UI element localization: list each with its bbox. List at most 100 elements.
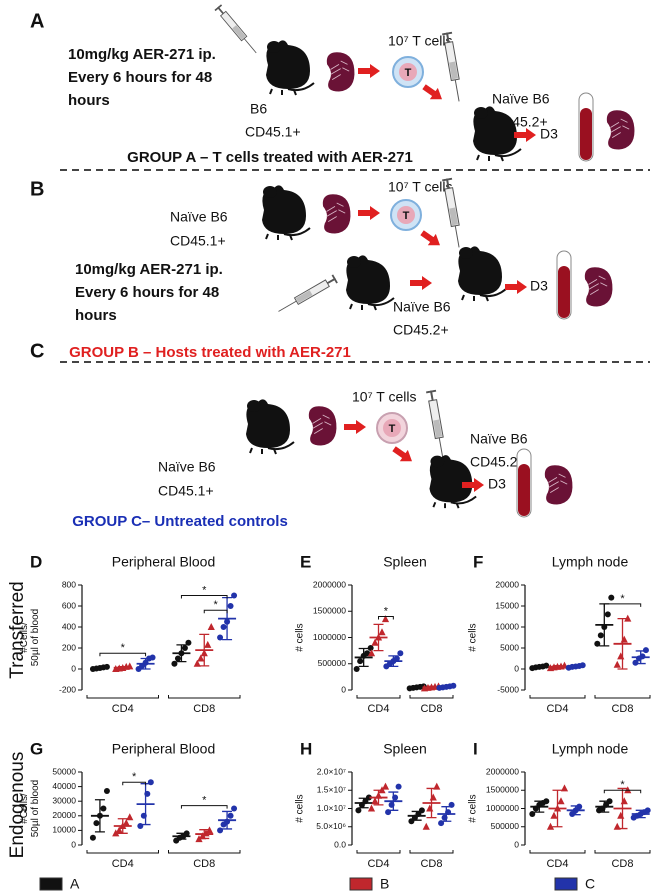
arrow-icon: [419, 80, 447, 106]
x-tick-label: CD8: [611, 703, 633, 715]
data-point: [393, 655, 400, 662]
y-tick-label: 20000: [52, 810, 76, 820]
day-label: D3: [530, 278, 548, 294]
data-point: [93, 820, 100, 827]
t-cell-nucleus: [383, 419, 401, 437]
data-point: [395, 783, 402, 790]
data-point: [181, 645, 188, 651]
mouse-icon: [264, 39, 316, 97]
x-tick-label: CD4: [367, 858, 389, 870]
y-tick-label: 500000: [491, 821, 520, 831]
arrow-icon: [358, 206, 380, 220]
data-point: [227, 603, 234, 609]
dose-text: 10mg/kg AER-271 ip.: [75, 261, 223, 278]
category-bracket: [409, 695, 454, 699]
data-point: [364, 650, 371, 657]
charts: D Peripheral Blood #Cells/50µl of blood -20…: [19, 552, 651, 870]
y-tick-label: 15000: [495, 600, 519, 610]
arrow-icon: [514, 128, 536, 142]
chart-panel: D Peripheral Blood #Cells/50µl of blood -20…: [19, 552, 241, 715]
x-tick-label: CD4: [546, 858, 568, 870]
x-tick-label: CD4: [546, 703, 568, 715]
y-tick-label: 0: [71, 839, 76, 849]
y-tick-label: 600: [62, 600, 76, 610]
section-b: B Naïve B6 CD45.1+ 10⁷ T cells T 10mg/kg…: [30, 177, 650, 363]
legend-swatch: [39, 877, 63, 891]
y-tick-label: 1500000: [486, 785, 519, 795]
data-point: [576, 803, 583, 810]
data-point: [397, 650, 404, 657]
cells-label: 10⁷ T cells: [388, 179, 452, 195]
spleen-icon: [606, 109, 635, 150]
y-axis-label: # cells: [295, 623, 306, 651]
data-point: [185, 639, 192, 646]
category-bracket: [529, 850, 586, 854]
t-cell-nucleus: [397, 206, 415, 224]
data-point: [149, 654, 156, 661]
host-label: Naïve B6: [492, 91, 550, 107]
t-cell-label: T: [405, 67, 412, 79]
significance-label: *: [620, 593, 625, 605]
x-tick-label: CD4: [112, 858, 134, 870]
data-point: [365, 794, 372, 801]
t-cell-label: T: [403, 210, 410, 222]
syringe-icon: [213, 3, 261, 57]
legend-swatch: [349, 877, 373, 891]
significance-label: *: [132, 771, 137, 783]
donor-label: Naïve B6: [170, 209, 228, 225]
y-tick-label: 1000000: [313, 632, 346, 642]
legend-label: C: [585, 876, 595, 892]
significance-label: *: [121, 642, 126, 654]
day-label: D3: [540, 126, 558, 142]
chart-title: Peripheral Blood: [112, 741, 216, 757]
mouse-icon: [344, 254, 396, 312]
host-label: CD45.2+: [393, 322, 449, 338]
data-point: [422, 822, 430, 830]
legend-label: A: [70, 876, 80, 892]
significance-bracket: [99, 652, 147, 657]
y-tick-label: 40000: [52, 781, 76, 791]
host-label: Naïve B6: [470, 431, 528, 447]
y-tick-label: -200: [59, 684, 76, 694]
category-bracket: [594, 695, 651, 699]
significance-bracket: [378, 616, 394, 620]
group-title: GROUP B – Hosts treated with AER-271: [69, 344, 351, 361]
data-point: [594, 640, 601, 647]
mouse-icon: [456, 245, 508, 302]
data-point: [624, 614, 632, 622]
data-point: [183, 830, 190, 837]
data-point: [115, 826, 123, 834]
y-tick-label: 800: [62, 579, 76, 589]
chart-panel: E Spleen # cells 0 500000 1000000 1500000 20000…: [295, 552, 457, 715]
chart-title: Spleen: [383, 554, 427, 570]
data-point: [207, 623, 215, 630]
category-bracket: [529, 695, 586, 699]
row-label: Transferred: [7, 581, 28, 679]
y-axis-label: 50µl of blood: [30, 780, 41, 837]
x-tick-label: CD8: [420, 858, 442, 870]
data-point: [608, 594, 615, 601]
data-point: [620, 797, 628, 805]
data-point: [217, 634, 224, 641]
data-point: [231, 592, 238, 599]
data-point: [642, 647, 649, 654]
data-point: [217, 827, 224, 834]
data-point: [604, 611, 611, 618]
spleen-icon: [584, 266, 613, 308]
blood-tube-icon: [578, 92, 594, 162]
x-tick-label: CD8: [193, 703, 215, 715]
data-point: [426, 804, 434, 812]
significance-label: *: [384, 605, 389, 617]
y-tick-label: 0: [514, 839, 519, 849]
x-tick-label: CD8: [420, 703, 442, 715]
data-point: [378, 628, 386, 636]
group-title: GROUP C– Untreated controls: [72, 513, 288, 530]
significance-bracket: [180, 805, 228, 809]
spleen-icon: [544, 464, 573, 506]
day-label: D3: [488, 476, 506, 492]
arrow-icon: [358, 64, 380, 78]
spleen-icon: [326, 51, 355, 92]
y-tick-label: 200: [62, 642, 76, 652]
y-tick-label: 500000: [318, 658, 347, 668]
